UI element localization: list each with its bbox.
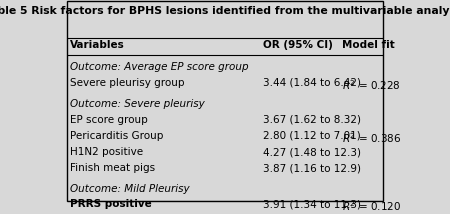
Text: 3.87 (1.16 to 12.9): 3.87 (1.16 to 12.9) [263, 163, 361, 173]
Text: Outcome: Severe pleurisy: Outcome: Severe pleurisy [70, 99, 205, 109]
FancyBboxPatch shape [67, 1, 383, 201]
Text: Table 5 Risk factors for BPHS lesions identified from the multivariable analysis: Table 5 Risk factors for BPHS lesions id… [0, 6, 450, 16]
Text: 2.80 (1.12 to 7.01): 2.80 (1.12 to 7.01) [263, 131, 360, 141]
Text: 4.27 (1.48 to 12.3): 4.27 (1.48 to 12.3) [263, 147, 361, 157]
Text: OR (95% CI): OR (95% CI) [263, 40, 333, 50]
Text: $R^2$ = 0.228: $R^2$ = 0.228 [342, 78, 400, 92]
Text: Variables: Variables [70, 40, 125, 50]
Text: Model fit: Model fit [342, 40, 395, 50]
Text: $R^2$ = 0.120: $R^2$ = 0.120 [342, 199, 401, 213]
Text: $R^2$ = 0.386: $R^2$ = 0.386 [342, 131, 401, 145]
Text: Severe pleurisy group: Severe pleurisy group [70, 78, 185, 88]
Text: Outcome: Average EP score group: Outcome: Average EP score group [70, 62, 249, 72]
Text: 3.44 (1.84 to 6.42): 3.44 (1.84 to 6.42) [263, 78, 361, 88]
Text: Finish meat pigs: Finish meat pigs [70, 163, 156, 173]
Text: Pericarditis Group: Pericarditis Group [70, 131, 164, 141]
Text: EP score group: EP score group [70, 115, 148, 125]
Text: Outcome: Mild Pleurisy: Outcome: Mild Pleurisy [70, 184, 190, 194]
Text: 3.67 (1.62 to 8.32): 3.67 (1.62 to 8.32) [263, 115, 361, 125]
Text: 3.91 (1.34 to 11.3): 3.91 (1.34 to 11.3) [263, 199, 361, 209]
Text: PRRS positive: PRRS positive [70, 199, 152, 209]
Text: H1N2 positive: H1N2 positive [70, 147, 144, 157]
